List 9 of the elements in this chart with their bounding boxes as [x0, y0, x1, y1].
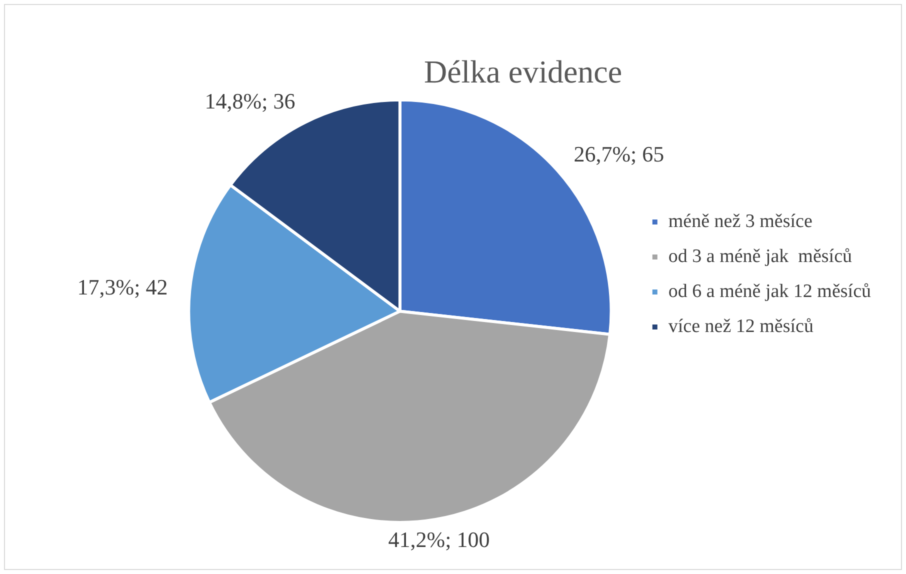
data-label: 14,8%; 36	[204, 88, 296, 114]
legend-label: od 3 a méně jak měsíců	[668, 246, 852, 267]
data-label: 41,2%; 100	[388, 526, 490, 552]
legend-label: méně než 3 měsíce	[668, 210, 812, 232]
data-label: 17,3%; 42	[77, 274, 168, 300]
chart-title: Délka evidence	[424, 54, 622, 90]
legend-label: od 6 a méně jak 12 měsíců	[668, 280, 872, 302]
data-label: 26,7%; 65	[574, 141, 664, 166]
legend-label: více než 12 měsíců	[668, 316, 814, 337]
